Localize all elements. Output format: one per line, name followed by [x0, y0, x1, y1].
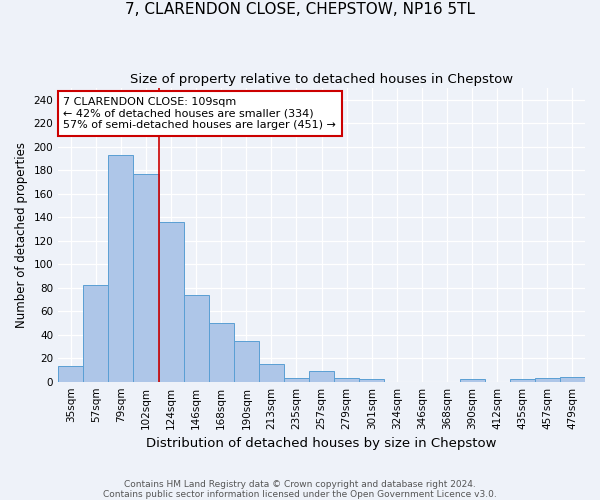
Bar [510, 380, 535, 382]
X-axis label: Distribution of detached houses by size in Chepstow: Distribution of detached houses by size … [146, 437, 497, 450]
Bar [309, 371, 334, 382]
Y-axis label: Number of detached properties: Number of detached properties [15, 142, 28, 328]
Bar [209, 323, 234, 382]
Text: Contains HM Land Registry data © Crown copyright and database right 2024.
Contai: Contains HM Land Registry data © Crown c… [103, 480, 497, 499]
Bar [133, 174, 158, 382]
Bar [535, 378, 560, 382]
Bar [560, 377, 585, 382]
Text: 7, CLARENDON CLOSE, CHEPSTOW, NP16 5TL: 7, CLARENDON CLOSE, CHEPSTOW, NP16 5TL [125, 2, 475, 18]
Bar [334, 378, 359, 382]
Title: Size of property relative to detached houses in Chepstow: Size of property relative to detached ho… [130, 72, 513, 86]
Bar [259, 364, 284, 382]
Bar [234, 340, 259, 382]
Bar [284, 378, 309, 382]
Bar [83, 286, 109, 382]
Bar [58, 366, 83, 382]
Text: 7 CLARENDON CLOSE: 109sqm
← 42% of detached houses are smaller (334)
57% of semi: 7 CLARENDON CLOSE: 109sqm ← 42% of detac… [64, 97, 337, 130]
Bar [460, 380, 485, 382]
Bar [158, 222, 184, 382]
Bar [184, 295, 209, 382]
Bar [359, 380, 385, 382]
Bar [109, 155, 133, 382]
